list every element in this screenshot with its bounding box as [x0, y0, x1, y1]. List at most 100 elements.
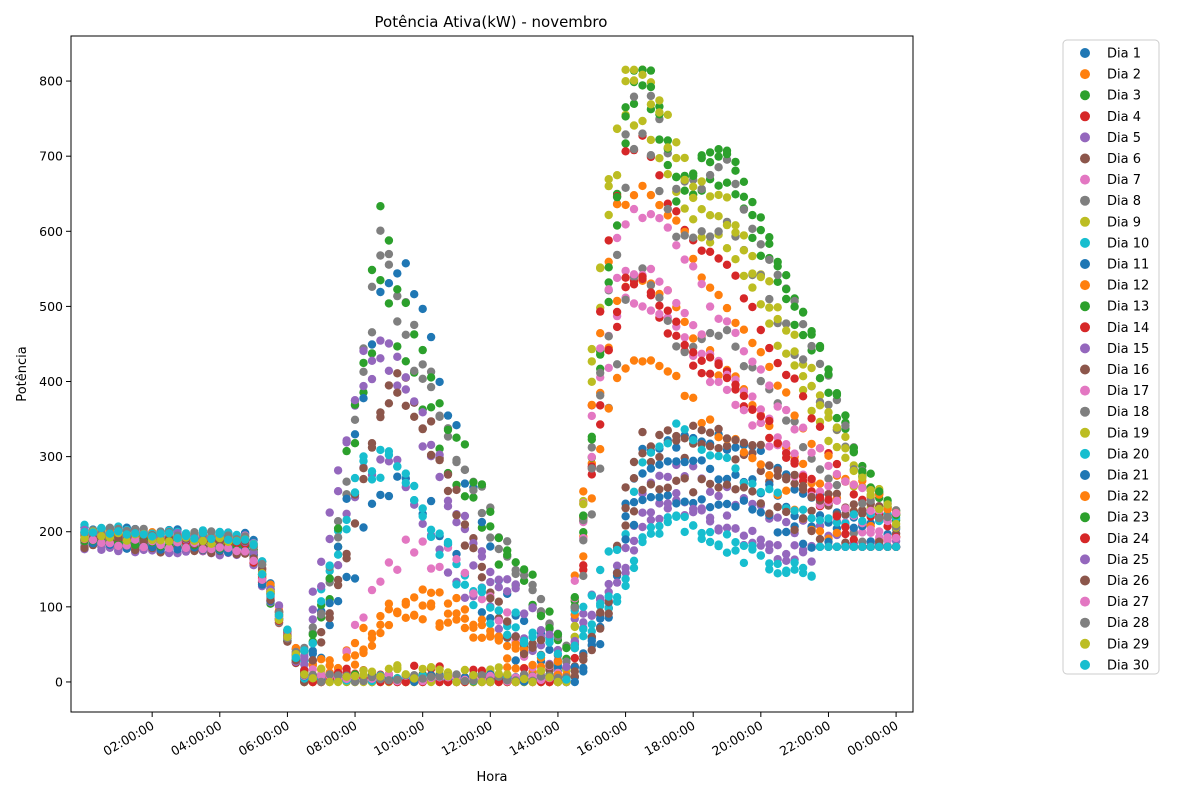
data-point [376, 628, 385, 638]
data-point [815, 487, 825, 496]
data-point [401, 401, 410, 410]
data-point [435, 588, 444, 597]
data-point [519, 609, 529, 618]
data-point [579, 667, 588, 676]
data-point [426, 532, 436, 542]
data-point [790, 456, 799, 466]
data-point [460, 580, 470, 589]
data-point [283, 625, 292, 634]
data-point [756, 460, 765, 469]
data-point [553, 649, 563, 658]
data-point [672, 197, 681, 206]
data-point [765, 509, 774, 518]
data-point [469, 671, 478, 680]
data-point [765, 381, 774, 390]
data-point [672, 317, 681, 326]
data-point [435, 562, 444, 572]
data-point [790, 479, 799, 488]
data-point [317, 677, 326, 687]
data-point [579, 552, 588, 561]
data-point [418, 304, 427, 314]
data-point [359, 623, 368, 633]
legend-label: Dia 29 [1107, 637, 1149, 652]
data-point [350, 574, 360, 583]
data-point [815, 493, 825, 502]
data-point [875, 542, 884, 551]
data-point [824, 495, 833, 504]
legend-marker [1080, 216, 1090, 227]
data-point [807, 330, 816, 339]
data-point [773, 314, 782, 324]
legend-marker [1080, 470, 1090, 480]
data-point [418, 674, 427, 683]
data-point [646, 66, 656, 75]
data-point [705, 377, 715, 387]
data-point [367, 467, 377, 476]
data-point [401, 373, 410, 382]
data-point [680, 425, 689, 434]
data-point [621, 200, 630, 210]
data-point [672, 443, 681, 452]
data-point [756, 405, 765, 414]
data-point [579, 528, 588, 537]
data-point [638, 116, 647, 126]
data-point [646, 91, 656, 101]
legend-label: Dia 20 [1107, 447, 1149, 462]
data-point [655, 442, 664, 451]
data-point [435, 550, 444, 559]
data-point [731, 166, 740, 175]
data-point [308, 615, 317, 624]
data-point [731, 502, 740, 511]
legend-marker [1080, 448, 1090, 459]
data-point [325, 677, 334, 687]
data-point [503, 630, 512, 639]
data-point [714, 500, 723, 509]
data-point [731, 255, 740, 264]
data-point [748, 441, 757, 450]
data-point [646, 529, 656, 538]
data-point [815, 534, 825, 544]
legend-label: Dia 12 [1107, 279, 1149, 294]
data-point [807, 454, 816, 463]
data-point [689, 233, 698, 242]
data-point [536, 666, 546, 676]
data-point [435, 619, 444, 628]
data-point [596, 420, 605, 429]
data-point [782, 486, 791, 495]
data-point [849, 490, 858, 499]
data-point [773, 502, 782, 512]
data-point [621, 543, 630, 553]
data-point [452, 615, 461, 624]
data-point [359, 645, 368, 654]
data-point [663, 483, 672, 492]
data-point [807, 526, 816, 536]
data-point [782, 416, 791, 425]
data-point [452, 677, 461, 687]
data-point [308, 639, 317, 648]
data-point [359, 474, 368, 484]
data-point [570, 653, 579, 663]
data-point [122, 536, 131, 545]
data-point [198, 545, 208, 554]
data-point [629, 457, 639, 467]
data-point [849, 510, 858, 519]
data-point [807, 381, 816, 391]
data-point [756, 508, 765, 517]
data-point [765, 433, 774, 443]
data-point [308, 674, 317, 683]
data-point [841, 411, 850, 420]
data-point [832, 423, 842, 432]
data-point [519, 616, 529, 626]
data-point [638, 302, 647, 311]
data-point [587, 494, 596, 503]
data-point [460, 593, 470, 602]
data-point [460, 665, 470, 675]
data-point [773, 303, 782, 312]
data-point [519, 649, 529, 659]
data-point [376, 226, 385, 235]
data-point [672, 153, 681, 163]
data-point [418, 601, 427, 610]
data-point [832, 528, 842, 538]
data-point [612, 192, 622, 202]
